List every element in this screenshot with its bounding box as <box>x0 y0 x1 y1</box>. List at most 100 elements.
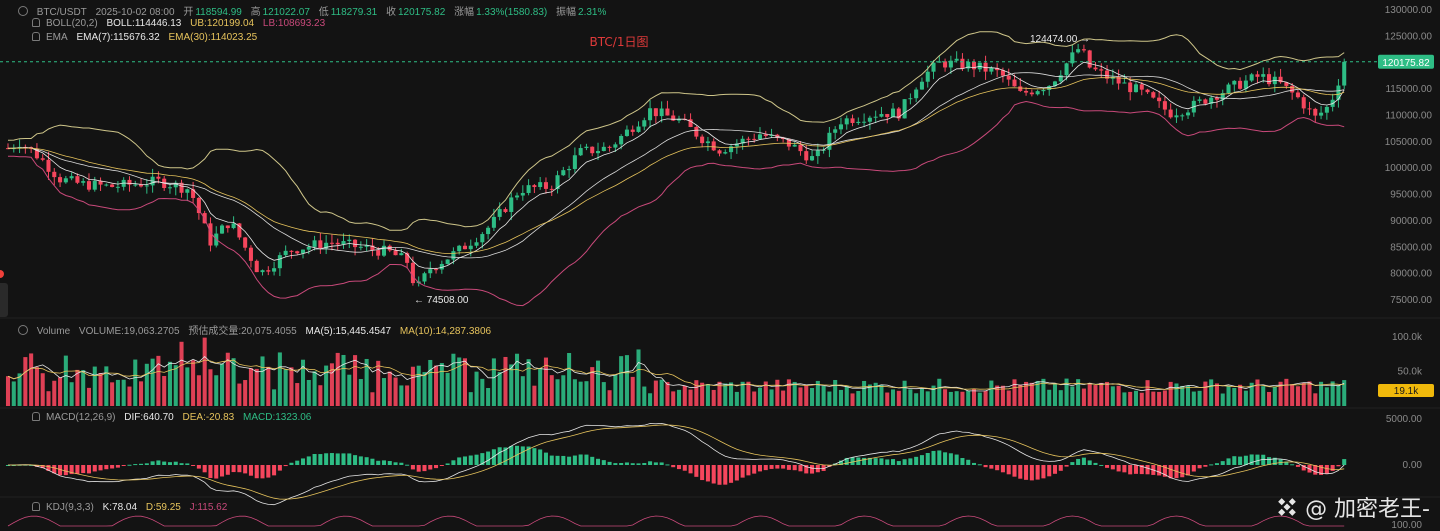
macd-bar <box>1157 465 1162 476</box>
candle-body <box>688 119 693 127</box>
candle-body <box>526 185 531 193</box>
bell-icon[interactable] <box>32 412 40 421</box>
macd-bar <box>549 455 554 465</box>
volume-tick-label: 50.0k <box>1398 366 1423 377</box>
candle-body <box>746 138 751 140</box>
macd-bar <box>104 465 109 470</box>
candle-body <box>5 148 11 150</box>
volume-bar <box>347 374 352 406</box>
chart-title: BTC/1日图 <box>590 35 649 49</box>
volume-bar <box>1174 383 1179 406</box>
volume-bar <box>700 382 705 406</box>
bell-icon[interactable] <box>32 18 40 27</box>
macd-bar <box>1128 465 1133 475</box>
candle-body <box>196 197 201 214</box>
macd-bar <box>1133 465 1138 474</box>
candle-body <box>1284 82 1289 86</box>
candle-body <box>1243 80 1248 89</box>
volume-bar <box>653 380 658 406</box>
candle-body <box>428 269 433 274</box>
macd-bar <box>318 454 323 465</box>
candle-body <box>462 245 467 250</box>
macd-bar <box>491 449 496 465</box>
settings-icon[interactable] <box>18 325 28 335</box>
volume-bar <box>393 377 398 406</box>
volume-bar <box>1197 390 1202 406</box>
macd-bar <box>561 455 566 465</box>
candle-body <box>341 241 346 245</box>
macd-bar <box>1243 455 1248 465</box>
volume-bar <box>272 389 277 406</box>
macd-bar <box>1087 460 1092 465</box>
volume-bar <box>445 372 450 406</box>
candle-body <box>705 141 710 144</box>
panel-resize-handle[interactable] <box>0 283 8 317</box>
candle-body <box>399 253 404 256</box>
volume-bar <box>58 377 63 406</box>
macd-bar <box>422 465 427 472</box>
volume-bar <box>220 363 225 406</box>
candle-body <box>1024 90 1029 93</box>
candle-body <box>1266 74 1272 85</box>
candle-body <box>329 242 334 244</box>
macd-bar <box>1284 461 1289 465</box>
volume-bar <box>1168 381 1173 406</box>
macd-bar <box>624 462 629 465</box>
macd-bar <box>526 446 531 465</box>
macd-bar <box>225 465 230 475</box>
volume-bar <box>162 375 167 406</box>
volume-bar <box>306 379 311 406</box>
low-value: 118279.31 <box>330 7 378 18</box>
candle-body <box>92 180 97 190</box>
volume-bar <box>283 369 288 406</box>
macd-bar <box>341 453 346 465</box>
volume-bar <box>567 353 572 406</box>
candle-body <box>804 151 809 161</box>
bell-icon[interactable] <box>32 32 40 41</box>
macd-bar <box>179 463 184 465</box>
candle-body <box>503 209 508 212</box>
macd-bar <box>353 455 358 465</box>
macd-bar <box>306 456 311 465</box>
settings-icon[interactable] <box>18 6 28 16</box>
macd-bar <box>752 465 757 474</box>
candle-body <box>885 114 890 118</box>
volume-bar <box>254 368 259 406</box>
volume-bar <box>121 379 126 406</box>
candle-body <box>1278 76 1283 83</box>
candle-body <box>220 225 225 234</box>
ema7-line <box>7 61 1345 270</box>
volume-bar <box>405 385 410 406</box>
volume-bar <box>821 385 826 406</box>
volume-bar <box>1226 386 1231 406</box>
volume-bar <box>144 363 149 406</box>
macd-bar <box>954 454 959 465</box>
candle-body <box>468 245 473 250</box>
macd-bar <box>804 465 809 474</box>
macd-bar <box>700 465 705 481</box>
volume-bar <box>115 379 120 406</box>
candle-body <box>248 247 253 261</box>
candle-body <box>653 108 658 117</box>
price-tick-label: 90000.00 <box>1390 216 1432 227</box>
macd-bar <box>1319 465 1324 475</box>
price-tick-label: 95000.00 <box>1390 190 1432 201</box>
volume-bar <box>532 385 537 406</box>
bell-icon[interactable] <box>32 502 40 511</box>
volume-bar <box>410 366 415 406</box>
volume-bar <box>462 358 467 406</box>
candle-body <box>572 155 577 169</box>
macd-bar <box>173 461 178 465</box>
candle-body <box>1203 99 1208 104</box>
volume-bar <box>1157 391 1162 406</box>
macd-bar <box>162 461 167 465</box>
macd-bar <box>1232 456 1237 465</box>
macd-bar <box>1105 465 1110 468</box>
volume-bar <box>1342 380 1347 406</box>
candle-body <box>624 129 629 136</box>
volume-bar <box>595 360 601 406</box>
price-tick-label: 105000.00 <box>1385 137 1433 148</box>
candle-body <box>983 62 988 72</box>
candle-body <box>81 181 86 183</box>
